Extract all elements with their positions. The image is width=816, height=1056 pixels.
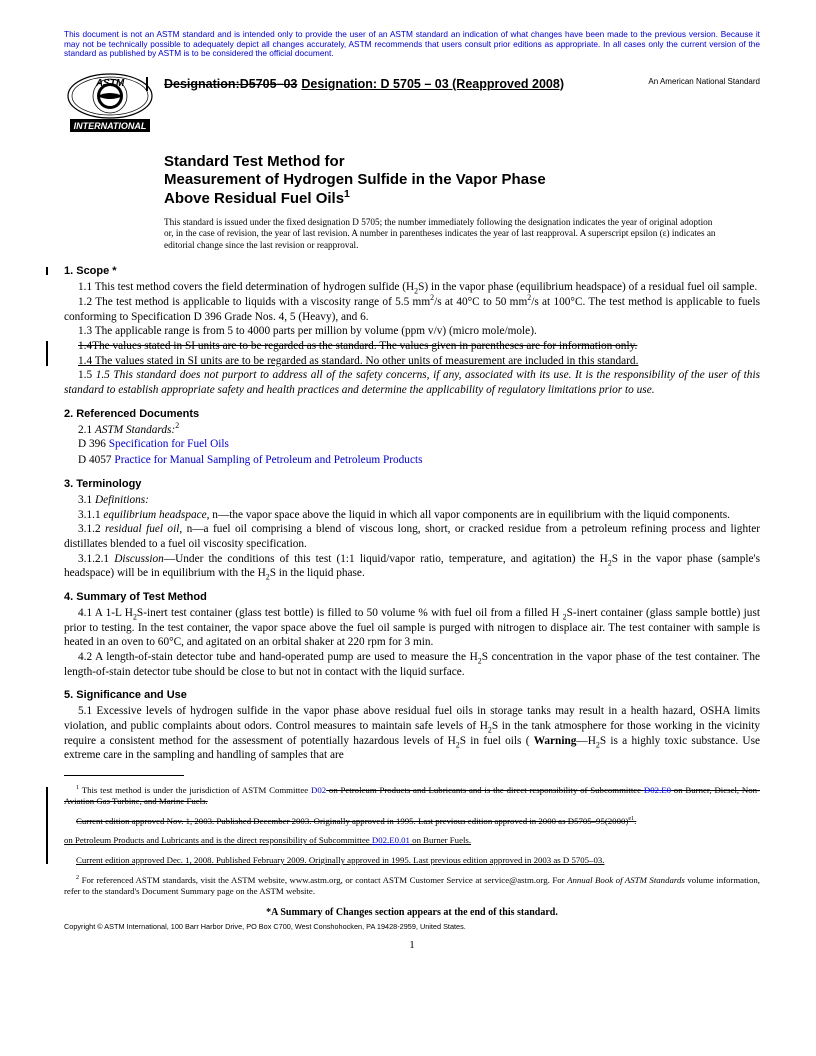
- designation-old: Designation:D5705–03: [164, 77, 297, 91]
- title-line-3: Above Residual Fuel Oils1: [164, 190, 760, 209]
- summary-of-changes-note: *A Summary of Changes section appears at…: [64, 907, 760, 918]
- footnote-1b-new: on Petroleum Products and Lubricants and…: [64, 835, 760, 846]
- footnote-2: 2 For referenced ASTM standards, visit t…: [64, 875, 760, 897]
- page-number: 1: [64, 939, 760, 951]
- para-3-1-1: 3.1.1 equilibrium headspace, n—the vapor…: [64, 508, 760, 523]
- para-1-4-new: 1.4 The values stated in SI units are to…: [64, 354, 760, 369]
- astm-logo: ASTM INTERNATIONAL: [64, 69, 156, 139]
- designation-new: Designation: D 5705 – 03 (Reapproved 200…: [301, 77, 564, 91]
- header-row: ASTM INTERNATIONAL An American National …: [64, 69, 760, 139]
- para-5-1: 5.1 Excessive levels of hydrogen sulfide…: [64, 704, 760, 763]
- link-d02e001[interactable]: D02.E0.01: [372, 835, 410, 845]
- title-block: Standard Test Method for Measurement of …: [164, 153, 760, 209]
- copyright-line: Copyright © ASTM International, 100 Barr…: [64, 922, 760, 931]
- issuance-note: This standard is issued under the fixed …: [164, 217, 720, 252]
- ref-d4057: D 4057 Practice for Manual Sampling of P…: [64, 453, 760, 468]
- link-d02e0[interactable]: D02.E0: [644, 785, 671, 795]
- section-3-head: 3. Terminology: [64, 478, 760, 490]
- title-line-2: Measurement of Hydrogen Sulfide in the V…: [164, 171, 760, 190]
- para-4-1: 4.1 A 1-L H2S-inert test container (glas…: [64, 606, 760, 650]
- svg-text:ASTM: ASTM: [95, 78, 125, 89]
- para-2-1: 2.1 ASTM Standards:2: [64, 423, 760, 438]
- para-3-1-2-1: 3.1.2.1 Discussion—Under the conditions …: [64, 552, 760, 581]
- section-4-head: 4. Summary of Test Method: [64, 591, 760, 603]
- link-d02[interactable]: D02: [311, 785, 326, 795]
- link-d396[interactable]: Specification for Fuel Oils: [109, 438, 229, 450]
- para-1-1: 1.1 This test method covers the field de…: [64, 280, 760, 295]
- para-3-1: 3.1 Definitions:: [64, 493, 760, 508]
- footnote-1: 1 This test method is under the jurisdic…: [64, 785, 760, 807]
- title-line-1: Standard Test Method for: [164, 153, 760, 172]
- section-2-head: 2. Referenced Documents: [64, 408, 760, 420]
- section-1-head: 1. Scope *: [64, 265, 760, 277]
- footnote-1b-old: Current edition approved Nov. 1, 2003. P…: [64, 816, 760, 827]
- footnote-rule: [64, 775, 184, 776]
- para-4-2: 4.2 A length-of-stain detector tube and …: [64, 650, 760, 679]
- national-standard-note: An American National Standard: [648, 77, 760, 86]
- link-d4057[interactable]: Practice for Manual Sampling of Petroleu…: [114, 454, 422, 466]
- ref-d396: D 396 Specification for Fuel Oils: [64, 437, 760, 452]
- revision-disclaimer: This document is not an ASTM standard an…: [64, 30, 760, 59]
- footnote-1c: Current edition approved Dec. 1, 2008. P…: [64, 855, 760, 866]
- section-5-head: 5. Significance and Use: [64, 689, 760, 701]
- svg-text:INTERNATIONAL: INTERNATIONAL: [74, 121, 147, 131]
- para-1-5: 1.5 1.5 This standard does not purport t…: [64, 368, 760, 397]
- para-1-3: 1.3 The applicable range is from 5 to 40…: [64, 324, 760, 339]
- para-1-4-old: 1.4The values stated in SI units are to …: [64, 339, 760, 354]
- para-3-1-2: 3.1.2 residual fuel oil, n—a fuel oil co…: [64, 522, 760, 551]
- para-1-2: 1.2 The test method is applicable to liq…: [64, 295, 760, 324]
